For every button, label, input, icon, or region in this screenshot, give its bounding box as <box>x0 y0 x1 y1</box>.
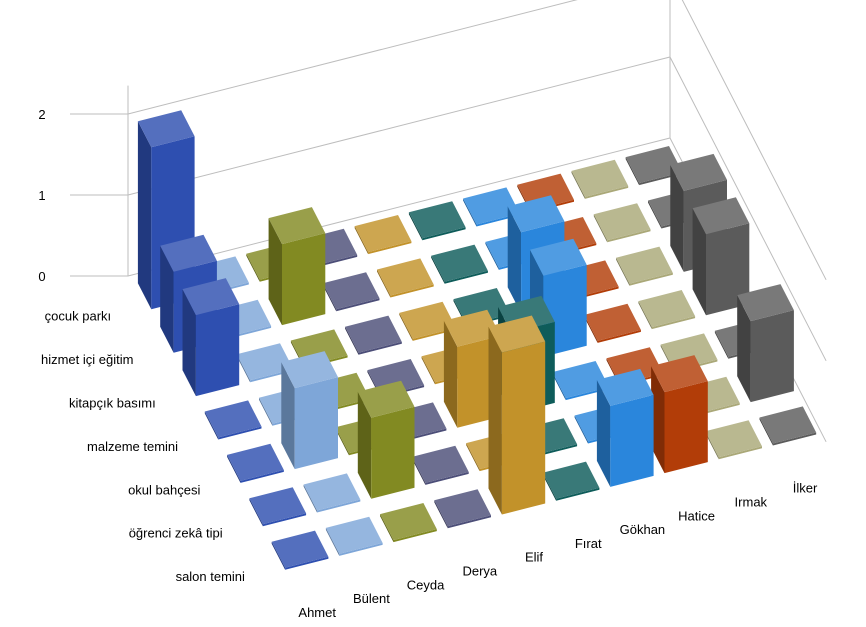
series-label: İlker <box>793 481 818 496</box>
bar <box>322 272 380 312</box>
row-label: öğrenci zekâ tipi <box>129 526 223 541</box>
bar <box>596 368 654 487</box>
bar <box>542 461 600 501</box>
row-label: okul bahçesi <box>128 482 200 497</box>
bar <box>377 258 434 298</box>
row-label: malzeme temini <box>87 439 178 454</box>
bar <box>584 303 641 343</box>
gridline <box>70 0 827 281</box>
bar <box>182 278 240 397</box>
bar <box>303 473 361 513</box>
bar <box>268 207 326 326</box>
bar <box>249 487 307 527</box>
bar <box>463 187 520 227</box>
bar <box>692 197 750 316</box>
chart-bars <box>137 110 817 570</box>
bar <box>408 201 466 241</box>
bar <box>354 215 412 255</box>
bar <box>759 406 817 446</box>
bar <box>705 420 762 460</box>
gridline <box>70 56 827 362</box>
bar <box>271 530 329 570</box>
bar <box>345 315 402 355</box>
z-axis-tick-label: 0 <box>38 269 45 284</box>
series-label: Gökhan <box>620 522 666 537</box>
row-label: çocuk parkı <box>45 309 111 324</box>
bar <box>488 315 546 515</box>
bar <box>638 290 696 330</box>
row-label: salon temini <box>176 569 245 584</box>
z-axis-tick-label: 1 <box>38 188 45 203</box>
series-label: Hatice <box>678 508 715 523</box>
bar <box>431 244 488 284</box>
chart-labels: 0 1 2 çocuk parkı hizmet içi eğitim kitapçık … <box>38 107 818 620</box>
series-label: Ahmet <box>298 605 336 620</box>
series-label: Derya <box>462 564 497 579</box>
series-label: Elif <box>525 550 543 565</box>
bar <box>737 284 794 403</box>
bar <box>616 246 673 286</box>
bar <box>434 489 491 529</box>
series-label: Ceyda <box>407 577 445 592</box>
bar <box>651 355 708 474</box>
bar <box>357 380 415 499</box>
bar <box>571 159 629 199</box>
bar <box>593 203 651 243</box>
series-label: Irmak <box>735 495 768 510</box>
bar <box>204 400 262 440</box>
series-label: Bülent <box>353 591 390 606</box>
z-axis-tick-label: 2 <box>38 107 45 122</box>
bar <box>281 351 338 470</box>
bar <box>227 443 284 483</box>
row-label: hizmet içi eğitim <box>41 352 133 367</box>
bar <box>412 445 469 485</box>
series-label: Fırat <box>575 536 602 551</box>
bar <box>325 516 383 556</box>
bar <box>380 503 437 543</box>
row-label: kitapçık basımı <box>69 396 156 411</box>
